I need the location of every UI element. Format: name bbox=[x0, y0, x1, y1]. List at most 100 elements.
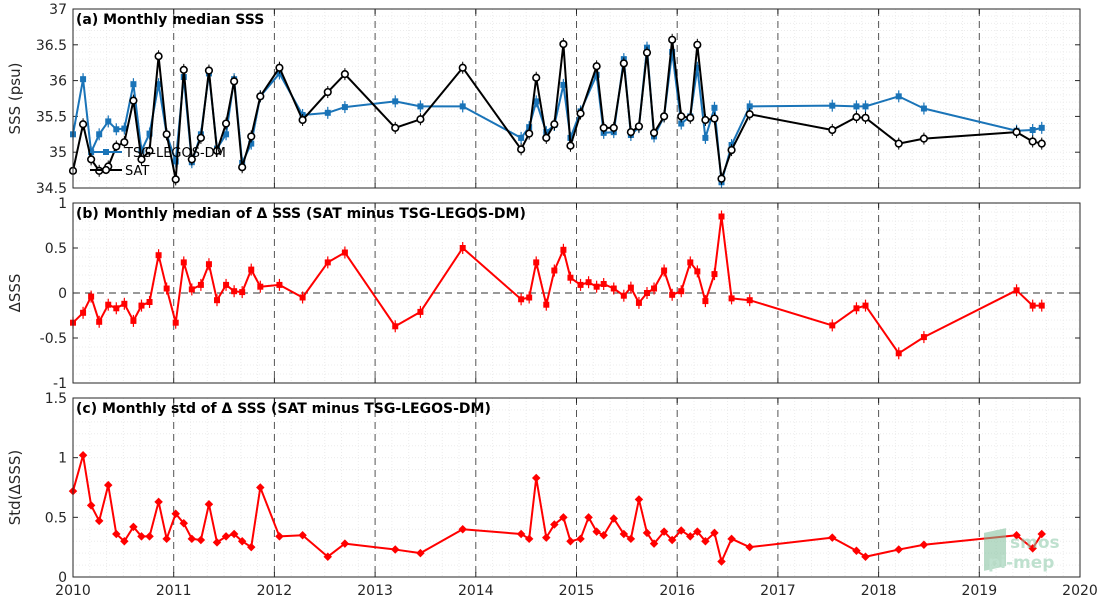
data-point bbox=[577, 281, 584, 288]
x-tick-label: 2011 bbox=[156, 583, 192, 599]
data-point bbox=[323, 87, 332, 97]
x-tick-label: 2014 bbox=[458, 583, 494, 599]
chart-panels: 34.5 35 35.5 36 36.5 37 SSS (psu) (a) Monthly m… bbox=[6, 2, 1098, 599]
data-point bbox=[920, 105, 927, 112]
watermark-logo-shape bbox=[984, 528, 1006, 571]
data-point bbox=[204, 66, 214, 75]
y-tick-label: 0.5 bbox=[45, 241, 67, 257]
data-point bbox=[651, 285, 658, 292]
data-point bbox=[642, 528, 652, 538]
data-point bbox=[560, 246, 567, 253]
data-point bbox=[642, 48, 652, 57]
data-point bbox=[239, 289, 246, 296]
data-point bbox=[516, 529, 526, 539]
data-point bbox=[340, 70, 349, 79]
data-point bbox=[113, 305, 120, 312]
data-point bbox=[702, 134, 709, 141]
data-point bbox=[155, 252, 162, 259]
data-point bbox=[204, 499, 214, 509]
data-point bbox=[137, 155, 146, 164]
panel-title: (b) Monthly median of Δ SSS (SAT minus T… bbox=[76, 206, 526, 222]
y-axis-label: Std(ΔSSS) bbox=[6, 450, 24, 525]
data-point bbox=[179, 65, 188, 74]
y-tick-label: 1 bbox=[58, 196, 67, 212]
data-point bbox=[559, 39, 568, 49]
data-point bbox=[533, 259, 540, 266]
data-point bbox=[745, 542, 754, 552]
data-point bbox=[256, 92, 265, 101]
data-point bbox=[829, 102, 836, 109]
x-tick-label: 2020 bbox=[1062, 583, 1098, 599]
data-point bbox=[627, 284, 634, 291]
data-point bbox=[649, 539, 659, 548]
data-point bbox=[626, 128, 635, 137]
data-point bbox=[678, 120, 685, 127]
data-point bbox=[212, 146, 222, 155]
data-point bbox=[920, 334, 927, 341]
y-tick-label: 35 bbox=[49, 145, 67, 161]
y-tick-label: 0 bbox=[58, 286, 67, 302]
axes-frame bbox=[72, 8, 1081, 189]
data-point bbox=[599, 530, 608, 540]
data-point bbox=[610, 285, 617, 292]
data-point bbox=[154, 497, 163, 507]
data-point bbox=[417, 103, 424, 110]
panel-title: (c) Monthly std of Δ SSS (SAT minus TSG-… bbox=[76, 401, 491, 417]
data-point bbox=[518, 296, 525, 303]
data-point bbox=[1028, 544, 1037, 553]
series-panel2 bbox=[70, 210, 1045, 360]
data-point bbox=[1038, 302, 1045, 309]
data-point bbox=[172, 319, 179, 326]
data-point bbox=[112, 142, 121, 151]
data-point bbox=[677, 112, 686, 121]
data-point bbox=[852, 546, 861, 555]
data-point bbox=[196, 133, 205, 142]
data-point bbox=[105, 118, 112, 125]
panel-2: -1 -0.5 0 0.5 1 ΔSSS (b) Monthly median of Δ S… bbox=[6, 196, 1081, 392]
data-point bbox=[693, 527, 702, 536]
x-tick-label: 2019 bbox=[961, 583, 997, 599]
legend: TSG-LEGOS-DM SAT bbox=[90, 146, 226, 179]
data-point bbox=[592, 527, 601, 536]
data-point bbox=[711, 104, 718, 111]
data-point bbox=[324, 259, 331, 266]
data-point bbox=[694, 64, 701, 71]
data-point bbox=[392, 98, 399, 105]
data-point bbox=[171, 509, 180, 518]
data-point bbox=[676, 526, 686, 535]
data-point bbox=[275, 532, 284, 541]
data-point bbox=[919, 134, 929, 143]
data-point bbox=[524, 534, 534, 544]
data-point bbox=[710, 114, 719, 123]
data-point bbox=[746, 297, 753, 304]
y-axis-label: ΔSSS bbox=[6, 274, 24, 313]
x-tick-label: 2017 bbox=[760, 583, 796, 599]
y-tick-label: 0.5 bbox=[45, 510, 67, 526]
data-point bbox=[113, 126, 120, 133]
data-point bbox=[600, 281, 607, 287]
data-point bbox=[550, 120, 559, 129]
data-point bbox=[609, 514, 619, 523]
y-tick-label: 37 bbox=[49, 2, 67, 18]
data-point bbox=[416, 115, 425, 124]
data-point bbox=[146, 130, 153, 137]
data-point bbox=[324, 109, 331, 116]
data-point bbox=[231, 288, 238, 295]
panel-3: 0 0.5 1 1.5 2010 2011 2012 2013 2014 2015 2016 2017… bbox=[6, 391, 1098, 599]
data-point bbox=[619, 59, 628, 68]
data-point bbox=[532, 73, 541, 82]
x-tick-label: 2010 bbox=[55, 583, 91, 599]
data-point bbox=[96, 131, 103, 138]
data-point bbox=[649, 128, 659, 137]
data-point bbox=[171, 175, 180, 184]
data-point bbox=[634, 495, 644, 504]
data-point bbox=[391, 123, 400, 132]
data-point bbox=[78, 120, 88, 129]
series-line bbox=[72, 38, 1042, 181]
y-tick-label: -1 bbox=[53, 376, 67, 392]
data-point bbox=[711, 271, 718, 278]
data-point bbox=[702, 298, 709, 305]
data-point bbox=[669, 48, 676, 55]
data-point bbox=[138, 147, 145, 154]
